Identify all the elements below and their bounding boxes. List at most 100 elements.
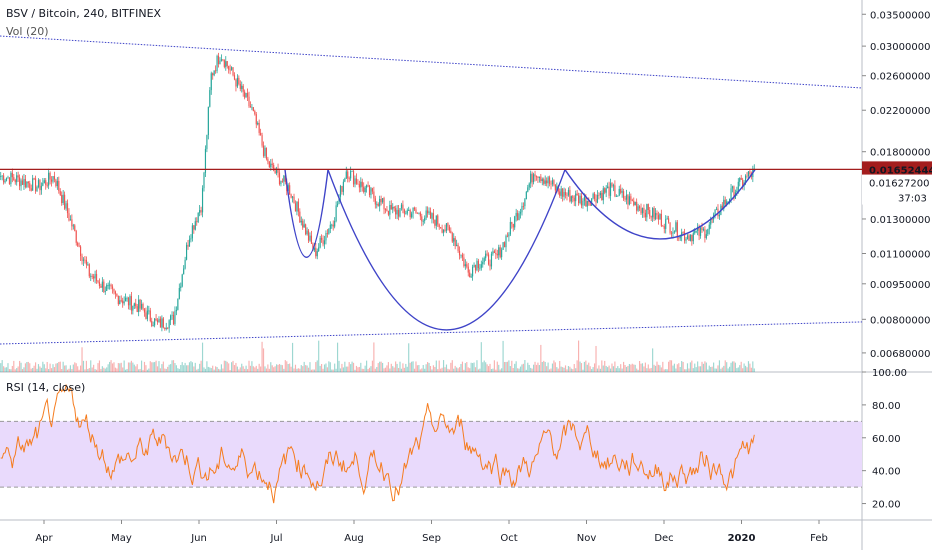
volume-bar: [277, 364, 279, 372]
volume-bar: [427, 362, 429, 372]
candle-body: [631, 200, 633, 202]
volume-bar: [262, 348, 265, 372]
volume-bar: [168, 364, 170, 372]
volume-bar: [562, 367, 564, 372]
volume-bar: [20, 362, 22, 372]
candle-body: [435, 215, 437, 226]
volume-bar: [136, 364, 138, 372]
candle-body: [647, 204, 649, 211]
candle-body: [201, 188, 204, 213]
candle-body: [429, 211, 432, 219]
volume-bar: [650, 367, 652, 372]
candle-body: [187, 244, 189, 247]
candle-body: [573, 197, 575, 202]
volume-bar: [24, 363, 26, 372]
volume-bar: [358, 366, 360, 372]
volume-bar: [335, 368, 337, 372]
volume-bar: [403, 367, 405, 372]
candle-body: [281, 181, 283, 182]
candle-body: [413, 207, 416, 210]
volume-bar: [572, 369, 574, 372]
candle-body: [618, 188, 620, 196]
volume-bar: [283, 368, 285, 372]
volume-bar: [0, 363, 2, 372]
candle-body: [686, 235, 689, 239]
volume-bar: [528, 364, 530, 372]
volume-bar: [393, 367, 395, 372]
candle-body: [437, 215, 439, 225]
candle-body: [592, 193, 594, 199]
candle-body: [307, 230, 310, 241]
candle-body: [583, 196, 585, 201]
candle-body: [69, 219, 71, 221]
volume-bar: [167, 366, 169, 372]
candle-body: [303, 224, 305, 228]
candle-body: [744, 175, 747, 183]
candle-body: [244, 91, 246, 98]
candle-body: [440, 227, 442, 229]
rsi-line: [0, 383, 755, 504]
candle-body: [114, 291, 117, 294]
candle-body: [646, 204, 648, 218]
candle-body: [489, 264, 491, 267]
volume-bar: [65, 365, 67, 372]
volume-bar: [445, 364, 448, 372]
candle-body: [103, 281, 105, 292]
candle-body: [659, 213, 661, 220]
candle-body: [312, 243, 314, 251]
volume-bar: [252, 366, 254, 372]
volume-bar: [26, 362, 28, 372]
candle-body: [180, 286, 182, 288]
volume-bar: [50, 368, 53, 372]
candle-body: [723, 199, 725, 210]
volume-bar: [215, 366, 217, 372]
candle-body: [724, 199, 726, 205]
volume-bar: [287, 364, 289, 372]
volume-bar: [490, 369, 493, 372]
candle-body: [570, 196, 572, 202]
rsi-tick-label: 60.00: [872, 434, 901, 445]
candle-body: [689, 234, 691, 241]
volume-bar: [36, 368, 38, 372]
candle-body: [614, 185, 616, 197]
candle-body: [14, 180, 16, 183]
candle-body: [107, 285, 109, 286]
candle-body: [681, 232, 683, 237]
candle-body: [210, 73, 212, 91]
candle-body: [457, 244, 459, 251]
volume-bar: [522, 363, 524, 372]
candle-body: [238, 77, 240, 84]
candle-body: [350, 171, 352, 179]
candle-body: [695, 230, 697, 232]
candle-body: [32, 178, 34, 191]
volume-bar: [181, 362, 183, 372]
volume-bar: [752, 361, 754, 372]
candle-body: [98, 282, 101, 287]
candle-body: [294, 203, 297, 212]
volume-bar: [402, 363, 404, 372]
volume-bar: [58, 362, 60, 372]
candle-body: [453, 238, 455, 242]
candle-body: [490, 253, 493, 267]
candle-body: [486, 253, 488, 255]
candle-body: [206, 135, 208, 149]
candle-body: [463, 257, 465, 267]
candle-body: [467, 266, 469, 273]
volume-bar: [546, 366, 548, 372]
volume-bar: [74, 362, 76, 372]
candle-body: [81, 256, 83, 261]
candle-body: [260, 132, 262, 136]
volume-bar: [413, 368, 416, 372]
candle-body: [58, 181, 60, 192]
candle-body: [168, 320, 170, 329]
volume-bar: [744, 365, 747, 372]
candle-body: [351, 170, 353, 172]
volume-bar: [399, 361, 401, 372]
candle-body: [197, 212, 199, 222]
candle-body: [519, 212, 522, 214]
volume-bar: [33, 365, 35, 372]
candle-body: [643, 207, 645, 213]
volume-bar: [479, 368, 481, 372]
candle-body: [515, 212, 517, 217]
candle-body: [524, 199, 526, 207]
